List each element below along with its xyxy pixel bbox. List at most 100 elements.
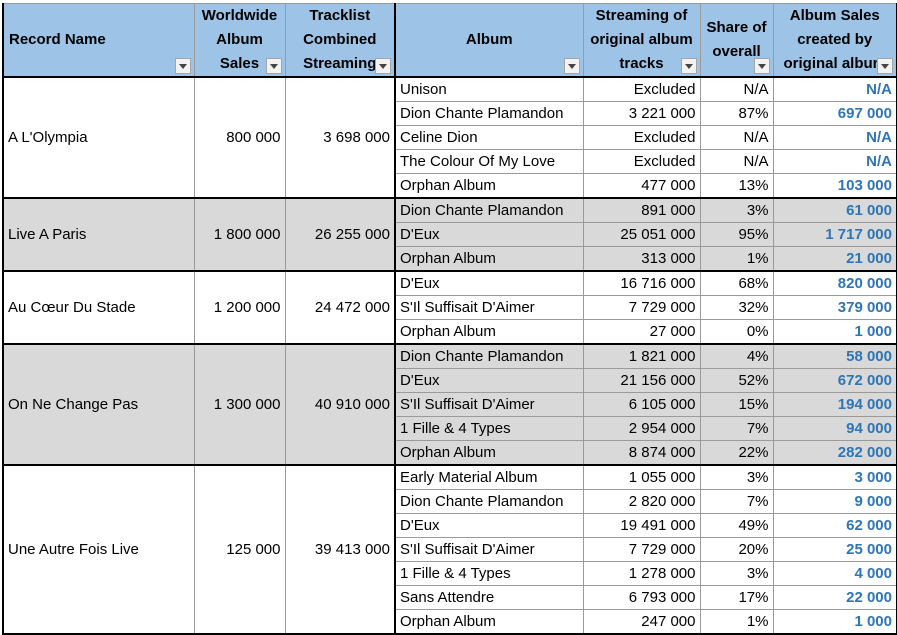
filter-dropdown-icon[interactable]	[265, 58, 282, 74]
cell-share[interactable]: 20%	[699, 537, 774, 562]
cell-combined-streaming[interactable]: 40 910 000	[284, 343, 396, 466]
cell-share[interactable]: 3%	[699, 197, 774, 223]
cell-streaming[interactable]: 1 821 000	[582, 343, 701, 369]
cell-streaming[interactable]: 7 729 000	[582, 295, 701, 320]
cell-streaming[interactable]: 247 000	[582, 609, 701, 635]
cell-streaming[interactable]: 27 000	[582, 319, 701, 345]
cell-album[interactable]: Dion Chante Plamandon	[394, 489, 584, 514]
cell-album-sales[interactable]: 3 000	[772, 464, 897, 490]
cell-album-sales[interactable]: 820 000	[772, 270, 897, 296]
cell-album-sales[interactable]: N/A	[772, 125, 897, 150]
cell-share[interactable]: 32%	[699, 295, 774, 320]
cell-album-sales[interactable]: N/A	[772, 76, 897, 102]
cell-share[interactable]: 7%	[699, 416, 774, 441]
cell-share[interactable]: 3%	[699, 561, 774, 586]
cell-album[interactable]: Dion Chante Plamandon	[394, 343, 584, 369]
cell-share[interactable]: 1%	[699, 246, 774, 272]
cell-streaming[interactable]: 25 051 000	[582, 222, 701, 247]
filter-dropdown-icon[interactable]	[680, 58, 697, 74]
cell-share[interactable]: 7%	[699, 489, 774, 514]
cell-share[interactable]: 15%	[699, 392, 774, 417]
cell-streaming[interactable]: 313 000	[582, 246, 701, 272]
cell-streaming[interactable]: 2 954 000	[582, 416, 701, 441]
cell-share[interactable]: 3%	[699, 464, 774, 490]
cell-streaming[interactable]: 891 000	[582, 197, 701, 223]
cell-streaming[interactable]: 2 820 000	[582, 489, 701, 514]
cell-album-sales[interactable]: 672 000	[772, 368, 897, 393]
cell-album[interactable]: Sans Attendre	[394, 585, 584, 610]
cell-streaming[interactable]: 477 000	[582, 173, 701, 199]
cell-album-sales[interactable]: 379 000	[772, 295, 897, 320]
cell-streaming[interactable]: 8 874 000	[582, 440, 701, 466]
cell-worldwide-sales[interactable]: 1 800 000	[193, 197, 286, 272]
cell-album-sales[interactable]: 21 000	[772, 246, 897, 272]
filter-dropdown-icon[interactable]	[174, 58, 191, 74]
cell-album-sales[interactable]: 1 000	[772, 609, 897, 635]
cell-share[interactable]: N/A	[699, 125, 774, 150]
cell-record-name[interactable]: Live A Paris	[2, 197, 195, 272]
cell-streaming[interactable]: Excluded	[582, 149, 701, 174]
cell-record-name[interactable]: A L'Olympia	[2, 76, 195, 199]
cell-album-sales[interactable]: 697 000	[772, 101, 897, 126]
cell-share[interactable]: 17%	[699, 585, 774, 610]
cell-album[interactable]: Orphan Album	[394, 440, 584, 466]
cell-worldwide-sales[interactable]: 800 000	[193, 76, 286, 199]
cell-share[interactable]: 87%	[699, 101, 774, 126]
cell-streaming[interactable]: 6 105 000	[582, 392, 701, 417]
cell-streaming[interactable]: 1 278 000	[582, 561, 701, 586]
cell-album[interactable]: D'Eux	[394, 513, 584, 538]
cell-album-sales[interactable]: 4 000	[772, 561, 897, 586]
cell-album[interactable]: S'Il Suffisait D'Aimer	[394, 537, 584, 562]
cell-album[interactable]: D'Eux	[394, 270, 584, 296]
cell-album-sales[interactable]: 1 000	[772, 319, 897, 345]
cell-share[interactable]: 0%	[699, 319, 774, 345]
cell-album-sales[interactable]: 62 000	[772, 513, 897, 538]
cell-album-sales[interactable]: 61 000	[772, 197, 897, 223]
cell-album[interactable]: Unison	[394, 76, 584, 102]
cell-album[interactable]: Orphan Album	[394, 173, 584, 199]
cell-record-name[interactable]: Une Autre Fois Live	[2, 464, 195, 635]
cell-share[interactable]: 22%	[699, 440, 774, 466]
cell-album-sales[interactable]: 194 000	[772, 392, 897, 417]
cell-combined-streaming[interactable]: 24 472 000	[284, 270, 396, 345]
cell-album[interactable]: S'Il Suffisait D'Aimer	[394, 392, 584, 417]
cell-record-name[interactable]: Au Cœur Du Stade	[2, 270, 195, 345]
cell-album-sales[interactable]: N/A	[772, 149, 897, 174]
cell-streaming[interactable]: 16 716 000	[582, 270, 701, 296]
cell-album[interactable]: 1 Fille & 4 Types	[394, 416, 584, 441]
cell-combined-streaming[interactable]: 3 698 000	[284, 76, 396, 199]
cell-share[interactable]: 1%	[699, 609, 774, 635]
cell-combined-streaming[interactable]: 39 413 000	[284, 464, 396, 635]
cell-share[interactable]: N/A	[699, 149, 774, 174]
cell-album-sales[interactable]: 282 000	[772, 440, 897, 466]
cell-streaming[interactable]: 1 055 000	[582, 464, 701, 490]
cell-streaming[interactable]: 3 221 000	[582, 101, 701, 126]
cell-share[interactable]: 95%	[699, 222, 774, 247]
cell-album[interactable]: Dion Chante Plamandon	[394, 197, 584, 223]
cell-album[interactable]: Orphan Album	[394, 319, 584, 345]
cell-combined-streaming[interactable]: 26 255 000	[284, 197, 396, 272]
cell-streaming[interactable]: 19 491 000	[582, 513, 701, 538]
cell-record-name[interactable]: On Ne Change Pas	[2, 343, 195, 466]
cell-streaming[interactable]: 21 156 000	[582, 368, 701, 393]
cell-album[interactable]: Orphan Album	[394, 246, 584, 272]
cell-worldwide-sales[interactable]: 1 200 000	[193, 270, 286, 345]
cell-album[interactable]: D'Eux	[394, 368, 584, 393]
cell-album-sales[interactable]: 1 717 000	[772, 222, 897, 247]
filter-dropdown-icon[interactable]	[563, 58, 580, 74]
cell-album[interactable]: Early Material Album	[394, 464, 584, 490]
cell-album-sales[interactable]: 25 000	[772, 537, 897, 562]
cell-streaming[interactable]: Excluded	[582, 76, 701, 102]
cell-album[interactable]: S'Il Suffisait D'Aimer	[394, 295, 584, 320]
cell-streaming[interactable]: 6 793 000	[582, 585, 701, 610]
cell-album-sales[interactable]: 58 000	[772, 343, 897, 369]
cell-streaming[interactable]: 7 729 000	[582, 537, 701, 562]
cell-share[interactable]: 52%	[699, 368, 774, 393]
filter-dropdown-icon[interactable]	[753, 58, 770, 74]
cell-album[interactable]: 1 Fille & 4 Types	[394, 561, 584, 586]
cell-worldwide-sales[interactable]: 125 000	[193, 464, 286, 635]
cell-album-sales[interactable]: 94 000	[772, 416, 897, 441]
cell-album[interactable]: The Colour Of My Love	[394, 149, 584, 174]
cell-share[interactable]: 68%	[699, 270, 774, 296]
cell-share[interactable]: 49%	[699, 513, 774, 538]
